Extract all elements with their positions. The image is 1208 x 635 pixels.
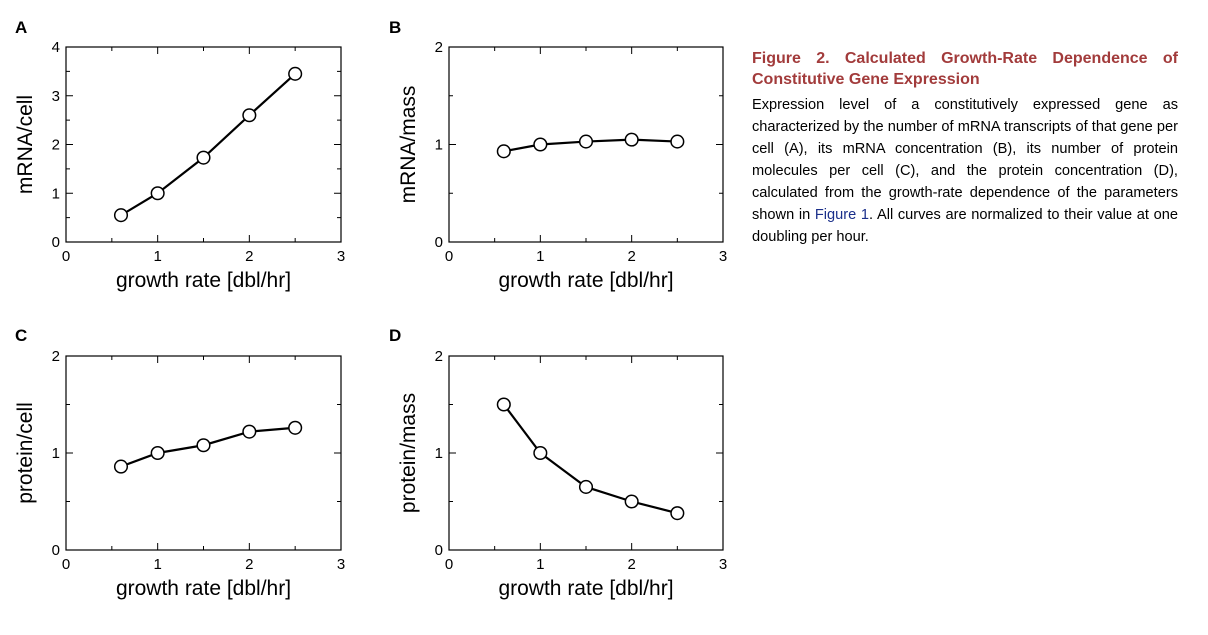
data-point [670, 134, 685, 149]
y-axis-title: protein/mass [397, 393, 420, 513]
figure-caption: Figure 2. Calculated Growth-Rate Depende… [752, 48, 1178, 248]
y-tick-label: 0 [52, 542, 60, 559]
panel-letter: A [15, 18, 27, 37]
data-point [578, 134, 594, 149]
y-tick-label: 2 [52, 137, 60, 154]
y-axis-title: mRNA/cell [14, 95, 37, 194]
y-tick-label: 0 [52, 234, 60, 251]
data-point [288, 66, 303, 81]
figure-panels: A 0 1 2 3 0 1 2 3 4 growth rate [dbl/hr] mRNA/cell B… [14, 18, 727, 600]
data-point [196, 438, 211, 453]
x-tick-label: 0 [445, 248, 453, 265]
x-tick-label: 1 [153, 248, 161, 265]
x-tick-label: 2 [627, 556, 635, 573]
x-tick-label: 3 [719, 556, 727, 573]
data-point [533, 445, 548, 461]
x-tick-label: 2 [245, 248, 253, 265]
data-point [533, 137, 548, 152]
y-tick-label: 2 [435, 348, 443, 365]
data-point [113, 459, 129, 474]
y-tick-label: 1 [435, 445, 443, 462]
x-tick-label: 2 [627, 248, 635, 265]
x-tick-label: 3 [337, 556, 345, 573]
caption-text-end: . All curves are nor­malized to their va… [752, 207, 1178, 245]
y-tick-label: 1 [52, 185, 60, 202]
series-line [120, 72, 296, 217]
x-tick-label: 0 [62, 556, 70, 573]
x-axis-title: growth rate [dbl/hr] [498, 577, 673, 600]
x-tick-label: 1 [536, 248, 544, 265]
figure-1-link[interactable]: Figure 1 [814, 207, 870, 223]
plot-frame [448, 355, 724, 551]
series-line [502, 403, 678, 515]
y-tick-label: 0 [435, 542, 443, 559]
x-axis-title: growth rate [dbl/hr] [498, 269, 673, 292]
data-point [113, 208, 129, 223]
chart-panel-a: A 0 1 2 3 0 1 2 3 4 growth rate [dbl/hr] mRNA/cell [14, 18, 345, 292]
data-point [150, 445, 165, 461]
data-point [288, 420, 303, 435]
panel-letter: D [389, 326, 401, 345]
x-tick-label: 3 [719, 248, 727, 265]
y-tick-label: 2 [52, 348, 60, 365]
y-tick-label: 2 [435, 39, 443, 56]
data-point [496, 144, 511, 159]
y-tick-label: 1 [435, 137, 443, 154]
x-tick-label: 2 [245, 556, 253, 573]
x-tick-label: 0 [445, 556, 453, 573]
x-tick-label: 0 [62, 248, 70, 265]
y-axis-title: protein/cell [14, 402, 37, 504]
panel-letter: B [389, 18, 401, 37]
data-point [624, 132, 639, 147]
caption-body: Expression level of a constitutively exp… [752, 94, 1178, 248]
data-point [150, 186, 165, 201]
y-tick-label: 0 [435, 234, 443, 251]
x-tick-label: 3 [337, 248, 345, 265]
chart-panel-b: B 0 1 2 3 0 1 2 growth rate [dbl/hr] mRNA/mass [389, 18, 727, 292]
y-tick-label: 3 [52, 88, 60, 105]
data-point [242, 108, 257, 123]
x-axis-title: growth rate [dbl/hr] [116, 269, 291, 292]
y-tick-label: 1 [52, 445, 60, 462]
chart-panel-c: C 0 1 2 3 0 1 2 growth rate [dbl/hr] protein/cell [14, 326, 345, 600]
data-point [624, 494, 639, 509]
chart-panel-d: D 0 1 2 3 0 1 2 growth rate [dbl/hr] protein/mass [389, 326, 727, 600]
data-point [496, 397, 511, 412]
y-tick-label: 4 [52, 39, 60, 56]
caption-title: Figure 2. Calculated Growth-Rate Depende… [752, 50, 1178, 88]
x-tick-label: 1 [536, 556, 544, 573]
data-point [242, 424, 257, 439]
x-tick-label: 1 [153, 556, 161, 573]
panel-letter: C [15, 326, 27, 345]
y-axis-title: mRNA/mass [397, 86, 420, 204]
data-point [196, 150, 211, 165]
plot-frame [65, 355, 342, 551]
data-point [670, 506, 685, 521]
data-point [578, 479, 594, 495]
x-axis-title: growth rate [dbl/hr] [116, 577, 291, 600]
caption-text: Expression level of a constitutively exp… [752, 97, 1178, 223]
